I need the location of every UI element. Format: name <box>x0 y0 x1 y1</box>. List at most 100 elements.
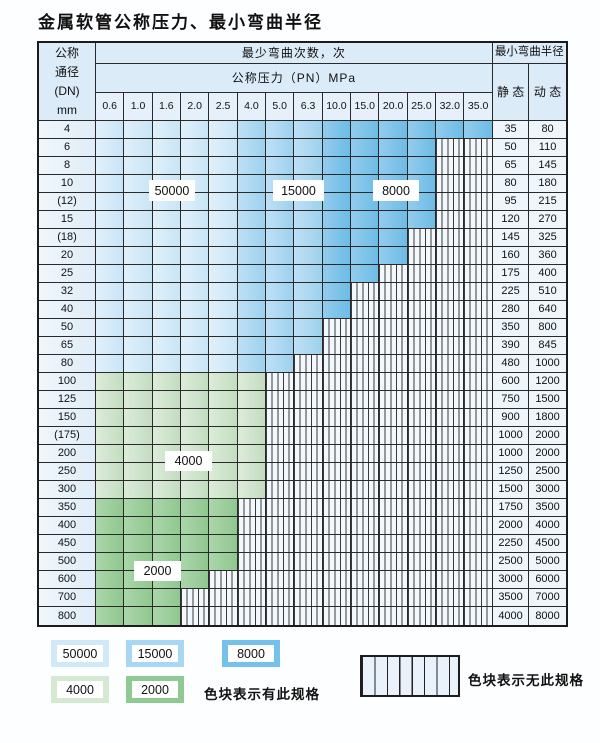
spec-cell-dn32-pn35.0 <box>464 283 493 301</box>
spec-cell-dn500-pn15.0 <box>351 553 380 571</box>
spec-cell-dn250-pn20.0 <box>379 463 408 481</box>
static-radius-dn250: 1250 <box>492 463 530 481</box>
spec-cell-dn800-pn32.0 <box>436 607 465 625</box>
spec-cell-dn400-pn1.6 <box>152 517 182 535</box>
spec-cell-dn100-pn32.0 <box>436 373 465 391</box>
spec-cell-dn(18)-pn6.3 <box>294 229 323 247</box>
spec-cell-dn(12)-pn10.0 <box>322 193 352 211</box>
spec-cell-dn400-pn32.0 <box>436 517 465 535</box>
spec-cell-dn450-pn2.0 <box>181 535 210 553</box>
legend-chip-label: 15000 <box>132 645 178 662</box>
row-label-dn-20: 20 <box>39 247 96 265</box>
spec-cell-dn(12)-pn4.0 <box>237 193 267 211</box>
spec-cell-dn250-pn15.0 <box>351 463 380 481</box>
spec-cell-dn(175)-pn5.0 <box>266 427 295 445</box>
spec-cell-dn(18)-pn5.0 <box>266 229 295 247</box>
spec-cell-dn25-pn2.0 <box>181 265 210 283</box>
spec-cell-dn40-pn10.0 <box>322 301 352 319</box>
page-title: 金属软管公称压力、最小弯曲半径 <box>38 13 323 33</box>
spec-cell-dn(18)-pn1.0 <box>124 229 153 247</box>
spec-cell-dn600-pn2.0 <box>181 571 210 589</box>
dynamic-radius-dn65: 845 <box>529 337 566 355</box>
spec-cell-dn32-pn2.0 <box>181 283 210 301</box>
pressure-col-1.6: 1.6 <box>152 93 182 121</box>
spec-cell-dn300-pn5.0 <box>266 481 295 499</box>
spec-cell-dn50-pn1.6 <box>152 319 182 337</box>
spec-cell-dn20-pn35.0 <box>464 247 493 265</box>
bend-radius-header: 最小弯曲半径 <box>492 43 566 64</box>
dynamic-radius-dn500: 5000 <box>529 553 566 571</box>
spec-cell-dn(18)-pn1.6 <box>152 229 182 247</box>
spec-cell-dn25-pn1.0 <box>124 265 153 283</box>
spec-cell-dn6-pn32.0 <box>436 139 465 157</box>
spec-cell-dn125-pn2.0 <box>181 391 210 409</box>
spec-cell-dn400-pn25.0 <box>407 517 437 535</box>
spec-cell-dn450-pn2.5 <box>209 535 238 553</box>
spec-cell-dn80-pn2.5 <box>209 355 238 373</box>
spec-cell-dn400-pn20.0 <box>379 517 408 535</box>
spec-cell-dn(12)-pn35.0 <box>464 193 493 211</box>
row-label-dn-65: 65 <box>39 337 96 355</box>
spec-cell-dn80-pn35.0 <box>464 355 493 373</box>
spec-cell-dn450-pn0.6 <box>96 535 125 553</box>
spec-cell-dn15-pn20.0 <box>379 211 408 229</box>
spec-cell-dn25-pn2.5 <box>209 265 238 283</box>
spec-cell-dn32-pn10.0 <box>322 283 352 301</box>
spec-cell-dn450-pn20.0 <box>379 535 408 553</box>
spec-cell-dn800-pn5.0 <box>266 607 295 625</box>
spec-cell-dn700-pn20.0 <box>379 589 408 607</box>
spec-cell-dn150-pn10.0 <box>322 409 352 427</box>
spec-cell-dn(18)-pn25.0 <box>407 229 437 247</box>
spec-cell-dn80-pn1.6 <box>152 355 182 373</box>
spec-cell-dn250-pn2.5 <box>209 463 238 481</box>
spec-cell-dn600-pn25.0 <box>407 571 437 589</box>
spec-cell-dn15-pn1.0 <box>124 211 153 229</box>
spec-cell-dn700-pn6.3 <box>294 589 323 607</box>
spec-cell-dn(175)-pn4.0 <box>237 427 267 445</box>
spec-cell-dn500-pn10.0 <box>322 553 352 571</box>
spec-cell-dn150-pn0.6 <box>96 409 125 427</box>
static-radius-dn800: 4000 <box>492 607 530 625</box>
spec-cell-dn(12)-pn32.0 <box>436 193 465 211</box>
spec-cell-dn8-pn2.0 <box>181 157 210 175</box>
spec-cell-dn40-pn35.0 <box>464 301 493 319</box>
row-label-dn-4: 4 <box>39 121 96 139</box>
spec-cell-dn(12)-pn1.0 <box>124 193 153 211</box>
static-radius-dn8: 65 <box>492 157 530 175</box>
spec-cell-dn(12)-pn15.0 <box>351 193 380 211</box>
static-radius-dn20: 160 <box>492 247 530 265</box>
spec-cell-dn400-pn2.5 <box>209 517 238 535</box>
spec-cell-dn350-pn1.6 <box>152 499 182 517</box>
row-label-dn-15: 15 <box>39 211 96 229</box>
spec-cell-dn32-pn5.0 <box>266 283 295 301</box>
spec-cell-dn300-pn2.0 <box>181 481 210 499</box>
spec-cell-dn100-pn5.0 <box>266 373 295 391</box>
spec-cell-dn8-pn35.0 <box>464 157 493 175</box>
spec-cell-dn350-pn1.0 <box>124 499 153 517</box>
spec-cell-dn80-pn25.0 <box>407 355 437 373</box>
spec-cell-dn300-pn6.3 <box>294 481 323 499</box>
spec-cell-dn40-pn2.0 <box>181 301 210 319</box>
spec-cell-dn800-pn2.0 <box>181 607 210 625</box>
spec-cell-dn32-pn25.0 <box>407 283 437 301</box>
spec-cell-dn50-pn32.0 <box>436 319 465 337</box>
spec-cell-dn80-pn2.0 <box>181 355 210 373</box>
spec-cell-dn125-pn0.6 <box>96 391 125 409</box>
spec-cell-dn4-pn2.0 <box>181 121 210 139</box>
spec-cell-dn40-pn25.0 <box>407 301 437 319</box>
pressure-col-25.0: 25.0 <box>407 93 437 121</box>
spec-cell-dn100-pn1.0 <box>124 373 153 391</box>
spec-cell-dn(175)-pn10.0 <box>322 427 352 445</box>
spec-cell-dn125-pn10.0 <box>322 391 352 409</box>
spec-cell-dn(175)-pn20.0 <box>379 427 408 445</box>
spec-cell-dn(175)-pn2.0 <box>181 427 210 445</box>
spec-cell-dn800-pn20.0 <box>379 607 408 625</box>
spec-cell-dn600-pn2.5 <box>209 571 238 589</box>
spec-cell-dn(18)-pn15.0 <box>351 229 380 247</box>
legend-chip-4000: 4000 <box>51 676 109 703</box>
row-label-dn-25: 25 <box>39 265 96 283</box>
spec-cell-dn40-pn2.5 <box>209 301 238 319</box>
spec-cell-dn700-pn25.0 <box>407 589 437 607</box>
static-radius-dn500: 2500 <box>492 553 530 571</box>
spec-cell-dn15-pn10.0 <box>322 211 352 229</box>
